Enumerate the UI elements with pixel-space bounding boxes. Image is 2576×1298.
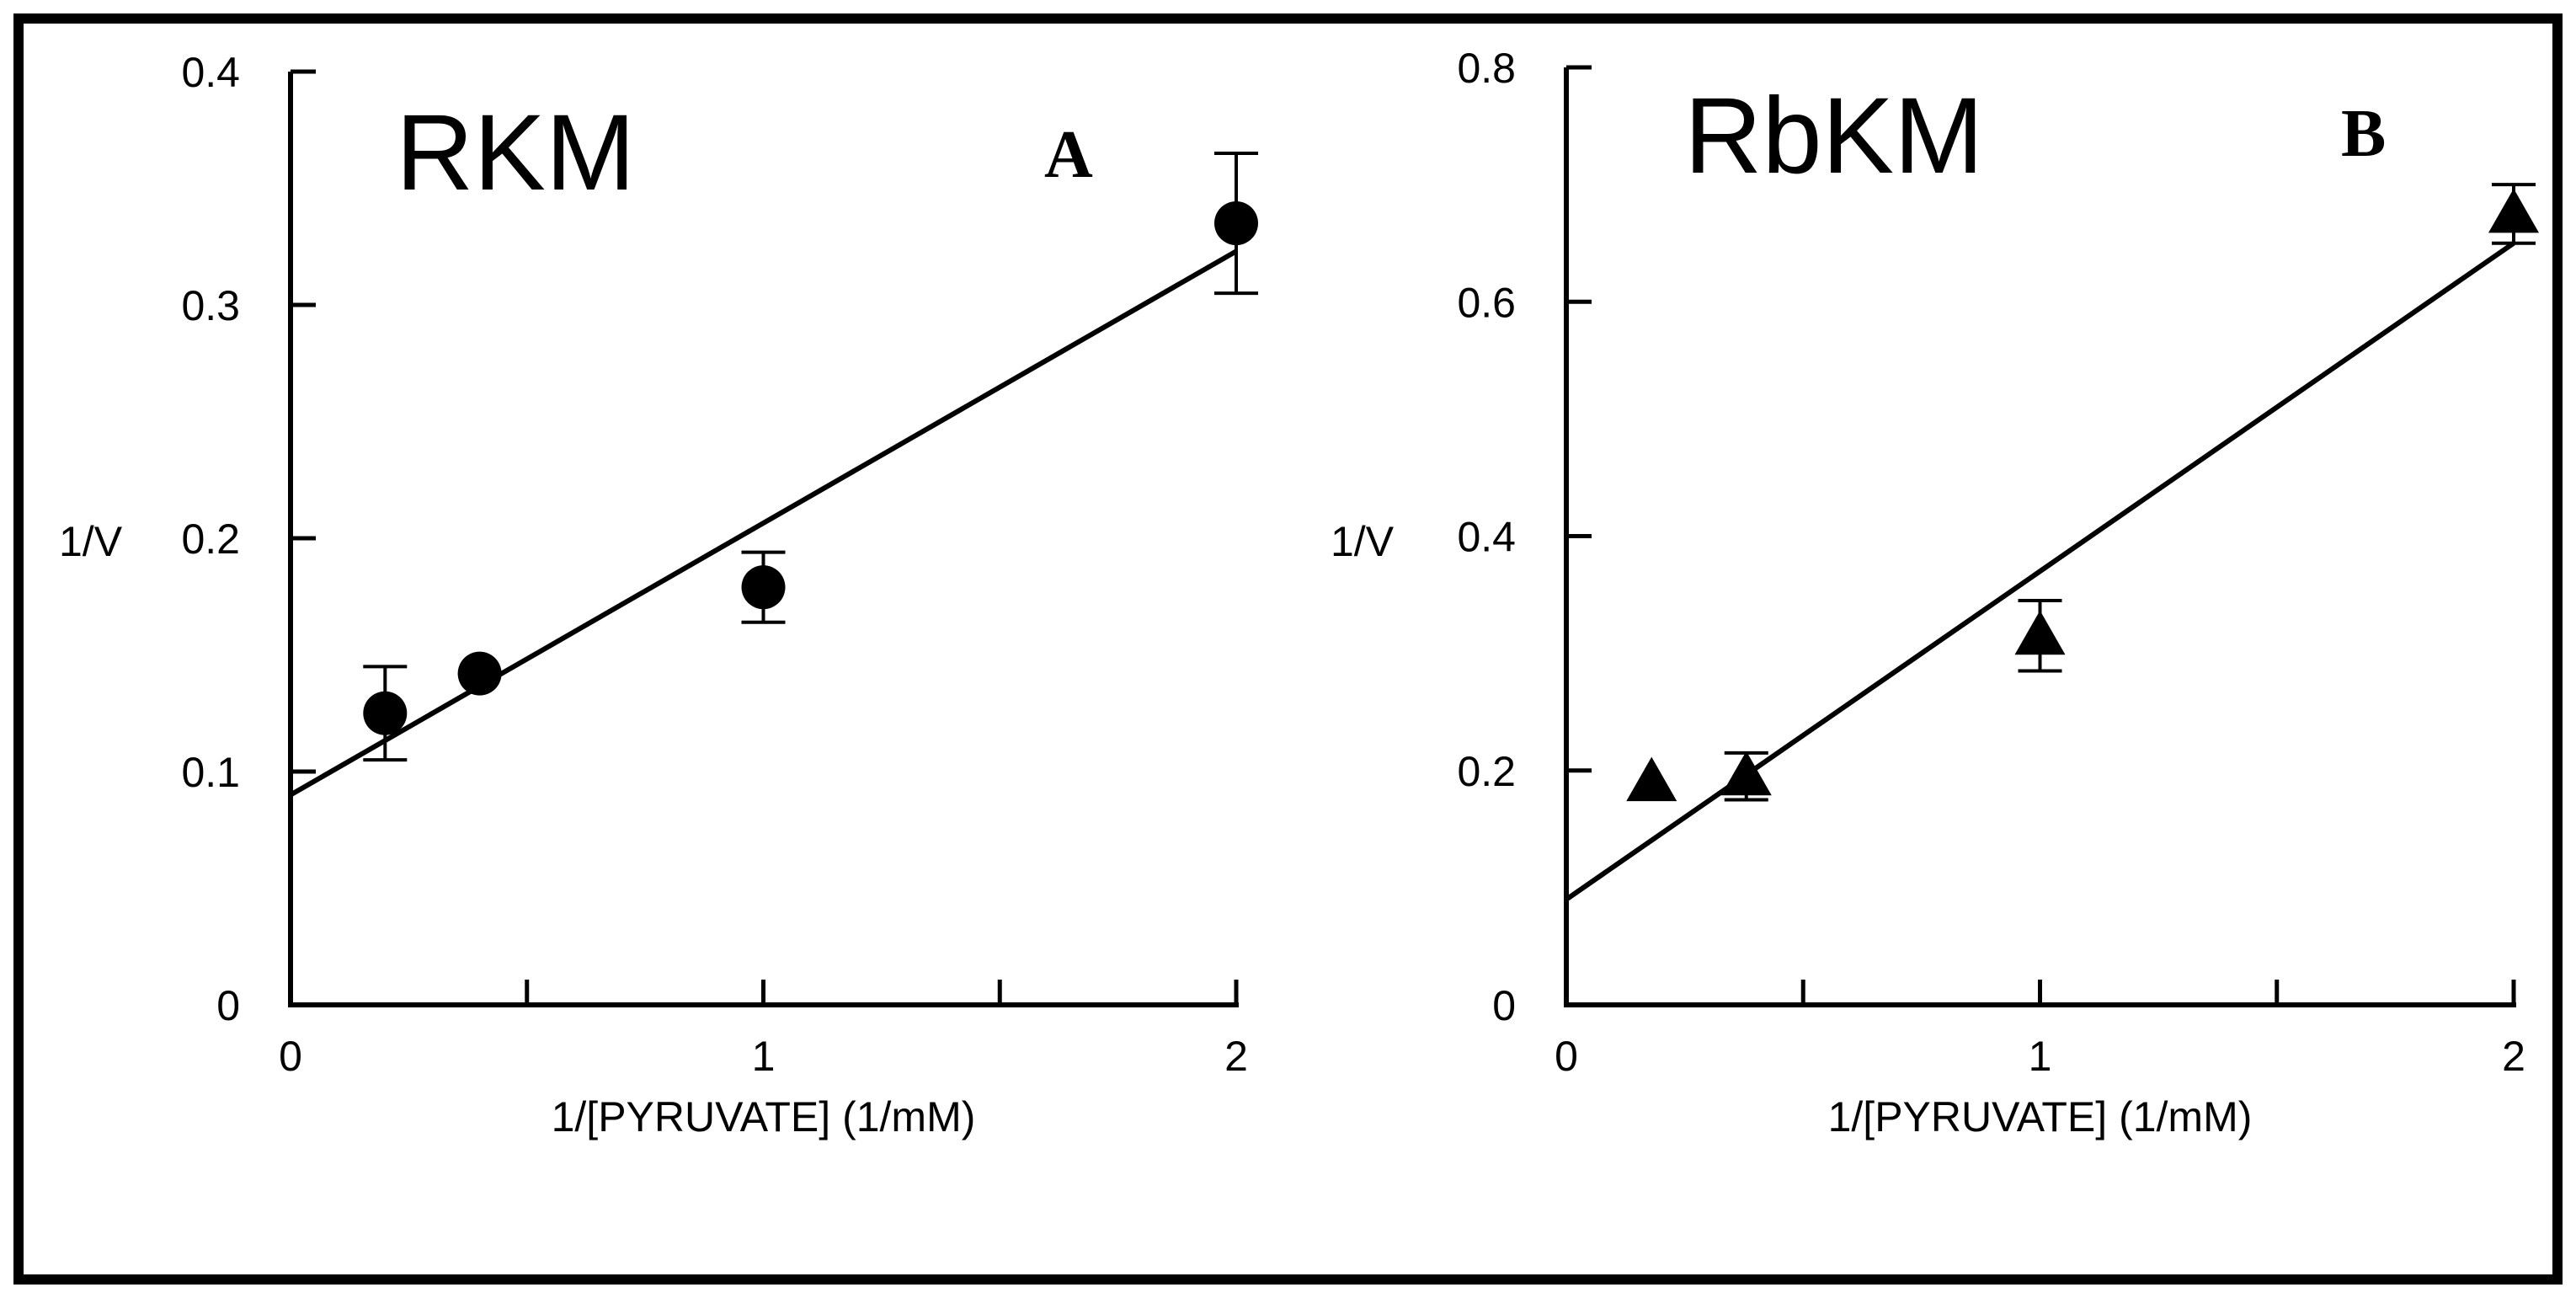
y-tick-label: 0 — [1492, 982, 1516, 1029]
y-tick-label: 0.2 — [1457, 748, 1516, 795]
data-point — [2014, 610, 2066, 655]
data-point — [1214, 201, 1258, 246]
y-axis-label: 1/V — [59, 518, 123, 565]
fit-line — [289, 248, 1238, 798]
x-tick-label: 2 — [1224, 1033, 1248, 1080]
panel-title: RbKM — [1684, 76, 1984, 196]
panel-title: RKM — [396, 93, 635, 213]
fit-line — [1565, 241, 2515, 902]
data-point — [457, 651, 502, 696]
y-tick-label: 0.1 — [181, 749, 240, 796]
x-axis-label: 1/[PYRUVATE] (1/mM) — [552, 1093, 976, 1140]
x-tick-label: 0 — [279, 1033, 302, 1080]
figure-frame: 0 0.1 0.2 0.3 0.4 0 1 2 1/[PYRUVATE] (1/mM) 1/V RK… — [13, 13, 2563, 1285]
y-axis-label: 1/V — [1331, 518, 1395, 565]
data-point — [1720, 750, 1772, 796]
data-point — [1626, 756, 1677, 802]
y-tick-label: 0.4 — [1457, 514, 1516, 561]
panel-letter: B — [2341, 97, 2386, 171]
chart-panel-a: 0 0.1 0.2 0.3 0.4 0 1 2 1/[PYRUVATE] (1/mM) 1/V RK… — [59, 49, 1258, 1140]
data-point — [2488, 188, 2539, 233]
chart-panel-b: 0 0.2 0.4 0.6 0.8 0 1 2 1/[PYRUVATE] (1/mM) 1/V Rb… — [1331, 45, 2539, 1140]
data-point — [741, 565, 786, 610]
y-tick-label: 0 — [216, 982, 240, 1029]
x-tick-label: 1 — [752, 1033, 776, 1080]
panel-letter: A — [1044, 118, 1093, 192]
x-tick-label: 0 — [1555, 1033, 1578, 1080]
y-tick-label: 0.6 — [1457, 279, 1516, 326]
figure-canvas: 0 0.1 0.2 0.3 0.4 0 1 2 1/[PYRUVATE] (1/mM) 1/V RK… — [59, 45, 2539, 1140]
data-point — [363, 691, 408, 735]
x-tick-label: 1 — [2029, 1033, 2052, 1080]
y-tick-label: 0.3 — [181, 282, 240, 329]
x-tick-label: 2 — [2502, 1033, 2525, 1080]
y-tick-label: 0.4 — [181, 49, 240, 96]
x-axis-label: 1/[PYRUVATE] (1/mM) — [1828, 1093, 2253, 1140]
y-tick-label: 0.2 — [181, 515, 240, 563]
y-tick-label: 0.8 — [1457, 45, 1516, 92]
